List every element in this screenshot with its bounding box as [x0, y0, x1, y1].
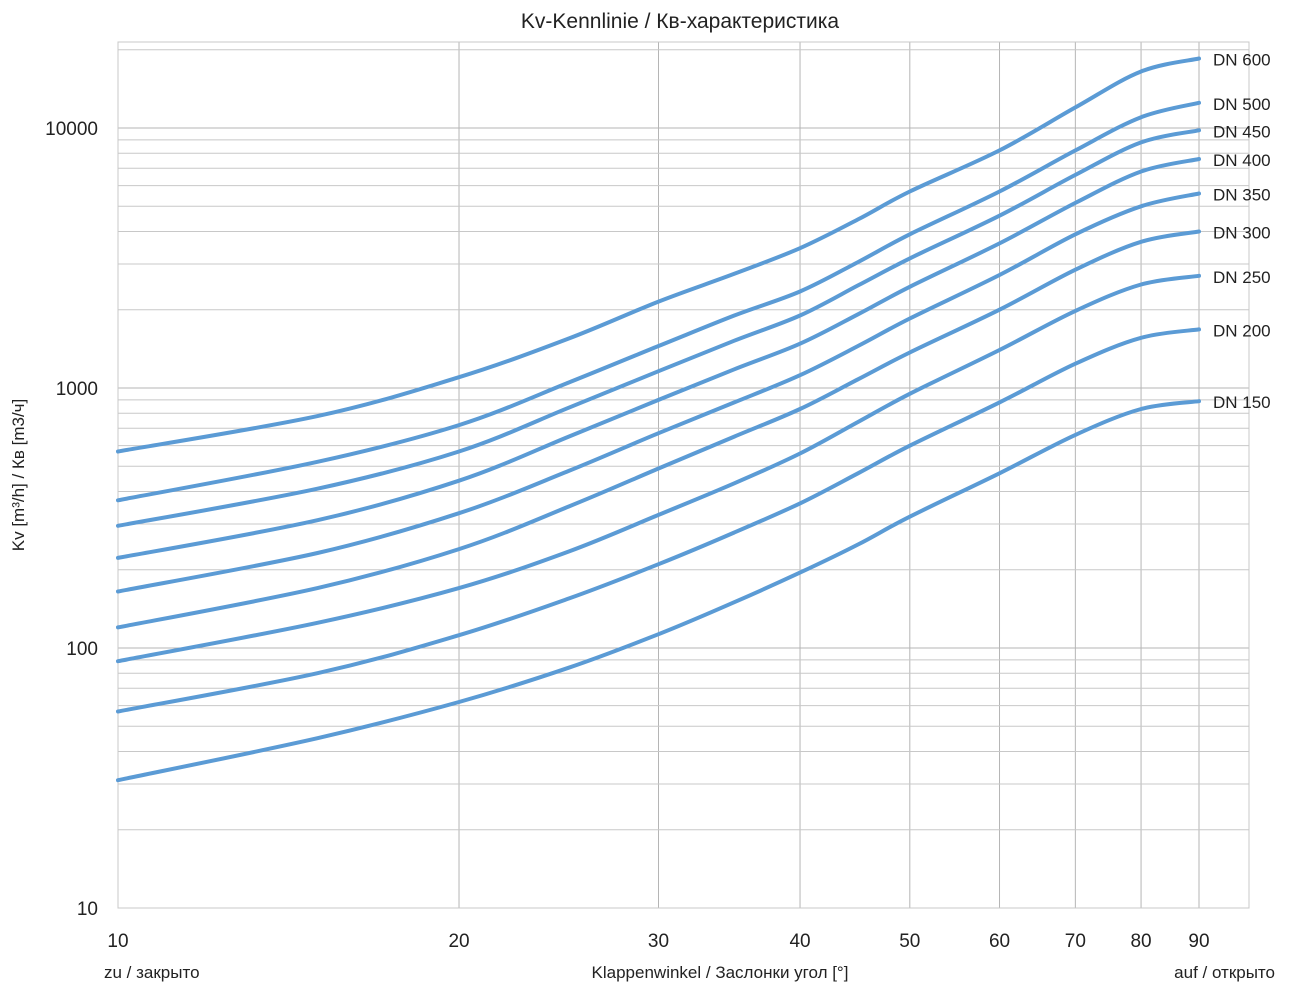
x-left-label: zu / закрыто — [104, 963, 200, 982]
series-line-dn-200 — [116, 327, 1201, 714]
y-tick-label: 1000 — [56, 379, 98, 400]
y-tick-labels: 10 100 1000 10000 — [45, 119, 98, 920]
series-label: DN 350 — [1213, 185, 1271, 204]
x-tick-label: 60 — [989, 931, 1010, 952]
series-label: DN 500 — [1213, 95, 1271, 114]
plot-frame — [117, 41, 1250, 909]
y-tick-label: 100 — [66, 639, 98, 660]
series-line-dn-500 — [116, 100, 1201, 503]
series-label: DN 450 — [1213, 122, 1271, 141]
series-line-dn-450 — [116, 128, 1201, 528]
x-axis-label: Klappenwinkel / Заслонки угол [°] — [592, 963, 849, 982]
series-label: DN 250 — [1213, 268, 1271, 287]
x-tick-label: 50 — [899, 931, 920, 952]
series-line-dn-350 — [116, 191, 1201, 594]
y-tick-label: 10000 — [45, 119, 98, 140]
x-tick-label: 30 — [648, 931, 669, 952]
y-tick-label: 10 — [77, 899, 98, 920]
series-line-dn-250 — [116, 273, 1201, 664]
series-label: DN 400 — [1213, 151, 1271, 170]
x-tick-label: 20 — [448, 931, 469, 952]
series-line-dn-150 — [116, 399, 1201, 783]
series-label: DN 600 — [1213, 51, 1271, 70]
series-label: DN 150 — [1213, 393, 1271, 412]
series-label: DN 300 — [1213, 223, 1271, 242]
x-right-label: auf / открыто — [1174, 963, 1275, 982]
series-label: DN 200 — [1213, 321, 1271, 340]
x-tick-labels: 10 20 30 40 50 60 70 80 90 — [107, 931, 1209, 952]
series-line-dn-600 — [116, 56, 1201, 454]
series-line-dn-400 — [116, 157, 1201, 560]
y-axis-label: Kv [m³/h] / Кв [m3/ч] — [9, 399, 28, 551]
x-tick-label: 90 — [1188, 931, 1209, 952]
x-tick-label: 10 — [107, 931, 128, 952]
x-tick-label: 80 — [1130, 931, 1151, 952]
chart-title: Kv-Kennlinie / Кв-характеристика — [521, 10, 839, 33]
series-labels: DN 600 DN 500 DN 450 DN 400 DN 350 DN 300 DN 2… — [1213, 51, 1271, 413]
x-tick-label: 70 — [1065, 931, 1086, 952]
x-tick-label: 40 — [789, 931, 810, 952]
grid — [117, 42, 1249, 909]
series-line-dn-300 — [116, 229, 1201, 630]
curves — [116, 56, 1201, 783]
